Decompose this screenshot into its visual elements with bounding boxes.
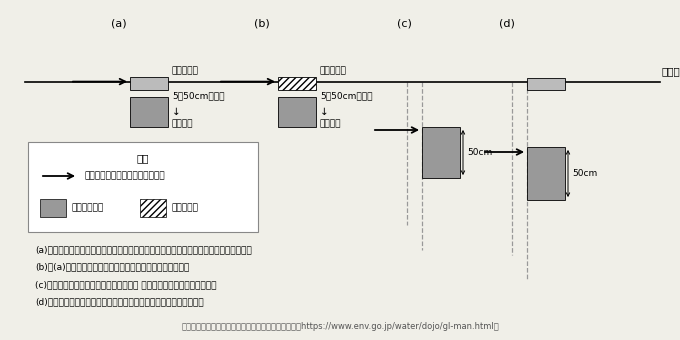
Text: 表層の土壌: 表層の土壌 — [320, 67, 347, 75]
Text: 地表面: 地表面 — [662, 67, 680, 76]
Bar — [278, 97, 316, 126]
Text: (a)　汚染のおそれが生じた場所の位置が地表と同じ又は明らかでない場合の試料採取例: (a) 汚染のおそれが生じた場所の位置が地表と同じ又は明らかでない場合の試料採取… — [35, 245, 252, 254]
Text: 採取する土壌: 採取する土壌 — [72, 204, 104, 212]
Text: (b)　(a)の場合で地表面が敒装されているときの試料採取例: (b) (a)の場合で地表面が敒装されているときの試料採取例 — [35, 262, 189, 272]
Bar — [527, 147, 565, 200]
Text: ↓: ↓ — [172, 107, 181, 117]
Text: 敒装・碗石: 敒装・碗石 — [172, 204, 199, 212]
Bar — [130, 76, 168, 90]
Text: 混合する: 混合する — [172, 120, 194, 129]
Text: (d)　汚染のおそれが生じた場所の位置が複数ある場合の試料採取例: (d) 汚染のおそれが生じた場所の位置が複数ある場合の試料採取例 — [35, 298, 203, 306]
Bar — [40, 199, 66, 217]
Bar — [28, 142, 258, 232]
Text: (c)　汚染のおそれが生じた場所の位置が 地表より深い場合の試料採取例: (c) 汚染のおそれが生じた場所の位置が 地表より深い場合の試料採取例 — [35, 280, 216, 289]
Text: (a): (a) — [112, 19, 126, 29]
Bar — [140, 199, 166, 217]
Text: ↓: ↓ — [320, 107, 328, 117]
Text: 50cm: 50cm — [572, 169, 597, 178]
Text: 表層の土壌: 表層の土壌 — [172, 67, 199, 75]
Text: (c): (c) — [397, 19, 412, 29]
Text: 混合する: 混合する — [320, 120, 341, 129]
Text: 凡例: 凡例 — [137, 153, 149, 163]
Text: 5～50cmの土壌: 5～50cmの土壌 — [172, 91, 224, 101]
Text: (d): (d) — [498, 19, 515, 29]
Bar — [422, 127, 460, 178]
Text: 出典：「土壌汚染対策法ガイドライン」（環境省）（https://www.env.go.jp/water/dojo/gl-man.html）: 出典：「土壌汚染対策法ガイドライン」（環境省）（https://www.env.… — [181, 322, 499, 331]
Bar — [527, 78, 565, 90]
Bar — [278, 76, 316, 90]
Bar — [130, 97, 168, 126]
Text: (b): (b) — [254, 19, 270, 29]
Text: 5～50cmの土壌: 5～50cmの土壌 — [320, 91, 373, 101]
Text: 50cm: 50cm — [467, 148, 492, 157]
Text: 汚染のおそれが生じた場所の位置: 汚染のおそれが生じた場所の位置 — [84, 171, 165, 181]
